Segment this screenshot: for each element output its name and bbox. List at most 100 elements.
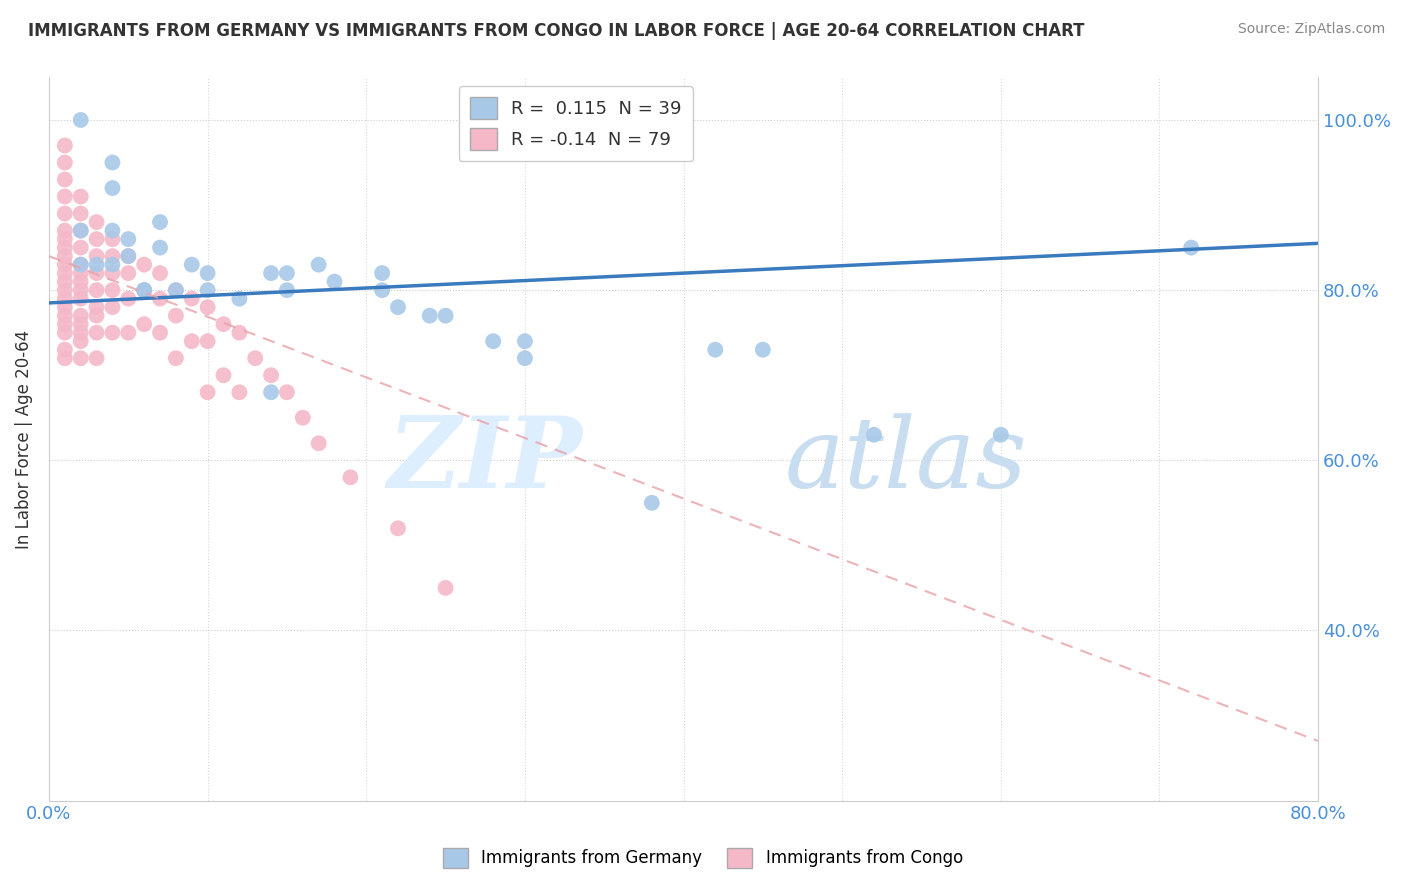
Point [339,470,361,484]
Point [101,326,124,340]
Legend: R =  0.115  N = 39, R = -0.14  N = 79: R = 0.115 N = 39, R = -0.14 N = 79 [458,87,693,161]
Point [53,309,76,323]
Point [101,283,124,297]
Text: atlas: atlas [785,413,1028,508]
Point [69,275,91,289]
Point [212,317,235,331]
Point [86,249,108,263]
Point [513,334,536,348]
Point [276,283,298,297]
Point [53,249,76,263]
Point [53,224,76,238]
Point [53,326,76,340]
Point [53,172,76,186]
Point [308,258,330,272]
Point [86,309,108,323]
Point [101,181,124,195]
Point [180,334,202,348]
Point [53,241,76,255]
Point [149,266,172,280]
Point [53,266,76,280]
Point [53,275,76,289]
Point [641,496,664,510]
Point [387,300,409,314]
Point [308,436,330,450]
Point [101,224,124,238]
Point [53,232,76,246]
Point [86,300,108,314]
Point [69,241,91,255]
Point [53,292,76,306]
Point [134,258,156,272]
Point [276,385,298,400]
Point [260,368,283,383]
Point [704,343,727,357]
Point [117,249,139,263]
Point [101,232,124,246]
Point [134,283,156,297]
Text: Source: ZipAtlas.com: Source: ZipAtlas.com [1237,22,1385,37]
Point [101,266,124,280]
Point [434,309,457,323]
Point [101,300,124,314]
Point [165,283,187,297]
Point [101,258,124,272]
Point [69,351,91,366]
Point [69,113,91,128]
Point [53,300,76,314]
Point [86,215,108,229]
Point [197,385,219,400]
Point [165,351,187,366]
Point [228,292,250,306]
Point [228,326,250,340]
Point [53,343,76,357]
Point [180,258,202,272]
Y-axis label: In Labor Force | Age 20-64: In Labor Force | Age 20-64 [15,329,32,549]
Point [513,351,536,366]
Point [69,206,91,220]
Point [69,317,91,331]
Point [69,266,91,280]
Point [69,309,91,323]
Point [212,368,235,383]
Point [134,283,156,297]
Point [69,224,91,238]
Point [419,309,441,323]
Point [86,258,108,272]
Point [134,317,156,331]
Point [149,292,172,306]
Point [260,266,283,280]
Point [387,521,409,535]
Point [134,283,156,297]
Point [291,410,314,425]
Point [53,189,76,203]
Point [86,351,108,366]
Text: ZIP: ZIP [387,412,582,509]
Point [323,275,346,289]
Point [69,292,91,306]
Point [101,155,124,169]
Point [69,189,91,203]
Point [990,427,1012,442]
Point [53,283,76,297]
Point [53,155,76,169]
Point [117,266,139,280]
Point [86,283,108,297]
Point [197,283,219,297]
Point [149,241,172,255]
Point [117,232,139,246]
Point [69,326,91,340]
Point [117,326,139,340]
Point [53,206,76,220]
Point [69,334,91,348]
Point [260,385,283,400]
Point [53,138,76,153]
Text: IMMIGRANTS FROM GERMANY VS IMMIGRANTS FROM CONGO IN LABOR FORCE | AGE 20-64 CORR: IMMIGRANTS FROM GERMANY VS IMMIGRANTS FR… [28,22,1084,40]
Point [245,351,267,366]
Point [276,266,298,280]
Point [53,317,76,331]
Point [228,385,250,400]
Point [117,249,139,263]
Point [149,215,172,229]
Point [69,224,91,238]
